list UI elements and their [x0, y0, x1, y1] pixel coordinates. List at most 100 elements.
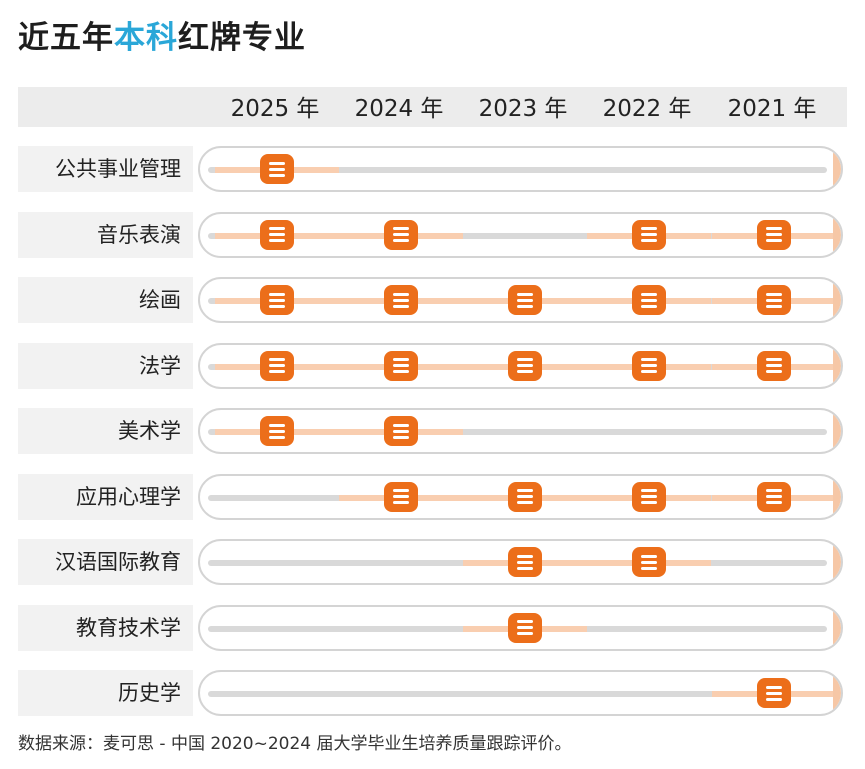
list-badge-icon	[508, 612, 542, 643]
badge-line	[766, 370, 782, 373]
badge-line	[641, 227, 657, 230]
row-track-capsule	[198, 473, 843, 520]
badge-line	[641, 358, 657, 361]
badge-line	[269, 173, 285, 177]
badge-line	[766, 364, 782, 367]
badge-line	[517, 501, 533, 504]
badge-line	[766, 239, 782, 242]
list-badge-icon	[384, 285, 418, 315]
list-badge-icon	[260, 154, 294, 184]
row-track-line	[208, 167, 827, 173]
badge-line	[517, 358, 533, 361]
row-track-capsule	[198, 146, 843, 192]
badge-line	[393, 423, 409, 427]
badge-line	[393, 429, 409, 433]
row-track-line	[208, 691, 827, 697]
badge-line	[641, 233, 657, 236]
badge-line	[393, 292, 409, 296]
capsule-end-cap	[833, 279, 841, 321]
badge-line	[393, 233, 409, 236]
badge-line	[517, 554, 533, 558]
year-label: 2023 年	[478, 96, 568, 122]
row-label: 公共事业管理	[18, 146, 193, 192]
list-badge-icon	[260, 285, 294, 315]
badge-line	[517, 370, 533, 373]
badge-line	[641, 501, 657, 504]
capsule-end-cap	[833, 148, 841, 190]
badge-line	[766, 298, 782, 302]
badge-line	[269, 423, 285, 427]
badge-line	[393, 358, 409, 361]
capsule-end-cap	[833, 410, 841, 452]
capsule-end-cap	[833, 344, 841, 387]
row-label: 应用心理学	[18, 473, 193, 520]
list-badge-icon	[757, 350, 791, 381]
badge-line	[766, 227, 782, 230]
row-track-line	[208, 429, 827, 435]
badge-line	[393, 364, 409, 367]
badge-line	[641, 560, 657, 564]
badge-line	[517, 489, 533, 492]
row-track-capsule	[198, 211, 843, 258]
badge-line	[517, 298, 533, 302]
badge-line	[393, 298, 409, 302]
badge-line	[269, 161, 285, 165]
badge-line	[641, 364, 657, 367]
badge-line	[641, 566, 657, 570]
list-badge-icon	[260, 219, 294, 250]
badge-line	[393, 435, 409, 439]
badge-line	[269, 239, 285, 242]
badge-line	[393, 495, 409, 498]
list-badge-icon	[260, 416, 294, 446]
list-badge-icon	[384, 350, 418, 381]
badge-line	[269, 304, 285, 308]
badge-line	[766, 292, 782, 296]
badge-line	[766, 233, 782, 236]
badge-line	[269, 227, 285, 230]
list-badge-icon	[757, 481, 791, 512]
chart-title: 近五年本科红牌专业	[18, 12, 306, 57]
badge-line	[641, 239, 657, 242]
list-badge-icon	[508, 481, 542, 512]
row-track-capsule	[198, 277, 843, 323]
badge-line	[393, 227, 409, 230]
title-highlight: 本科	[114, 20, 178, 56]
badge-line	[393, 304, 409, 308]
badge-line	[517, 632, 533, 635]
list-badge-icon	[632, 350, 666, 381]
row-label: 绘画	[18, 277, 193, 323]
badge-line	[269, 292, 285, 296]
badge-line	[517, 560, 533, 564]
row-label: 法学	[18, 342, 193, 389]
badge-line	[517, 626, 533, 629]
badge-line	[641, 554, 657, 558]
year-header-band	[18, 87, 847, 127]
badge-line	[641, 370, 657, 373]
year-label: 2021 年	[727, 96, 817, 122]
list-badge-icon	[508, 350, 542, 381]
badge-line	[641, 489, 657, 492]
badge-line	[393, 239, 409, 242]
badge-line	[766, 304, 782, 308]
row-label: 汉语国际教育	[18, 539, 193, 585]
list-badge-icon	[757, 678, 791, 708]
list-badge-icon	[757, 219, 791, 250]
row-track-capsule	[198, 604, 843, 651]
list-badge-icon	[757, 285, 791, 315]
capsule-end-cap	[833, 475, 841, 518]
badge-line	[393, 489, 409, 492]
list-badge-icon	[632, 285, 666, 315]
badge-line	[269, 429, 285, 433]
row-track-capsule	[198, 670, 843, 716]
badge-line	[393, 501, 409, 504]
badge-line	[269, 233, 285, 236]
list-badge-icon	[384, 219, 418, 250]
badge-line	[766, 495, 782, 498]
badge-line	[393, 370, 409, 373]
row-track-capsule	[198, 408, 843, 454]
badge-line	[269, 370, 285, 373]
year-label: 2025 年	[230, 96, 320, 122]
row-track-capsule	[198, 539, 843, 585]
year-label: 2024 年	[354, 96, 444, 122]
badge-line	[269, 298, 285, 302]
